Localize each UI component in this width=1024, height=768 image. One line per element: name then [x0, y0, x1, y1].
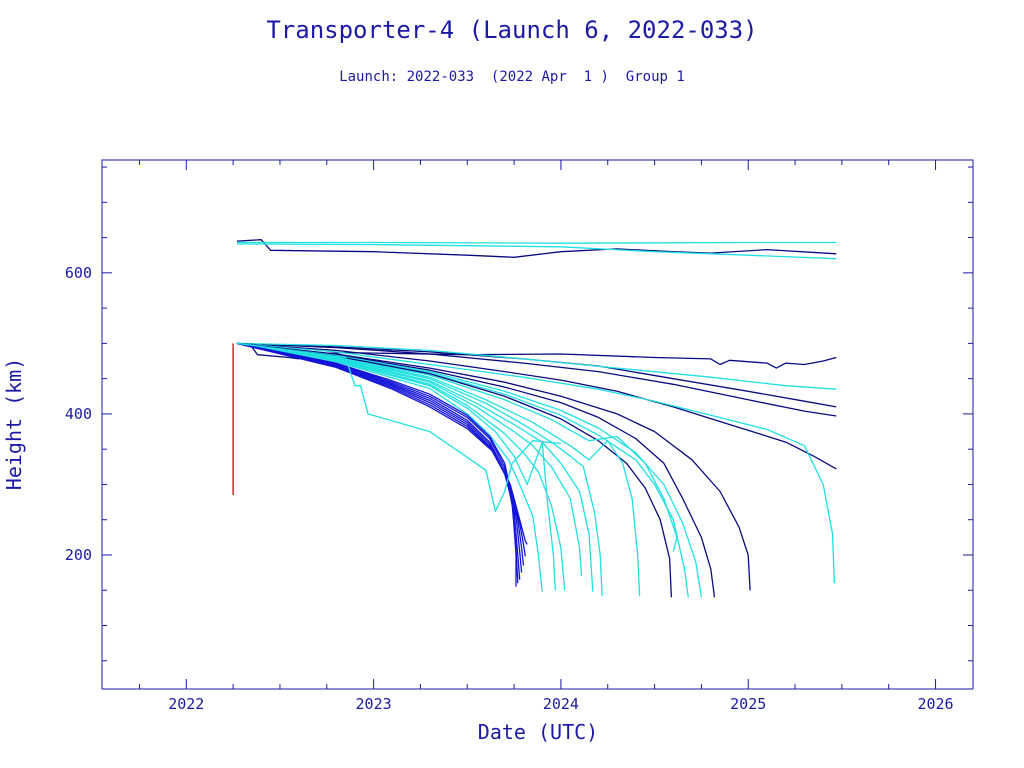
x-tick-label: 2023	[356, 695, 392, 713]
series-line	[236, 342, 543, 592]
data-series	[236, 239, 837, 598]
series-line	[236, 342, 751, 591]
x-tick-label: 2024	[543, 695, 579, 713]
series-line	[236, 241, 837, 244]
chart-title: Transporter-4 (Launch 6, 2022-033)	[266, 16, 757, 44]
axis-ticks	[102, 160, 973, 689]
series-line	[236, 239, 837, 258]
series-line	[236, 342, 594, 592]
tick-labels: 2022 2023 2024 2025 2026 200 400 600	[65, 264, 954, 713]
series-line	[236, 342, 673, 598]
series-line	[236, 342, 716, 598]
x-tick-label: 2022	[168, 695, 204, 713]
series-line	[236, 342, 521, 580]
x-tick-label: 2025	[730, 695, 766, 713]
series-line	[236, 342, 526, 557]
series-line	[236, 342, 641, 596]
series-line	[236, 342, 561, 512]
series-line	[236, 342, 689, 598]
series-line	[236, 342, 678, 552]
plot-area-frame	[101, 159, 974, 690]
chart-subtitle: Launch: 2022-033 (2022 Apr 1 ) Group 1	[339, 69, 685, 85]
y-axis-title: Height (km)	[2, 358, 26, 490]
series-line	[236, 342, 523, 573]
series-line	[236, 342, 528, 545]
series-line	[236, 342, 837, 417]
series-line	[236, 342, 566, 591]
series-line	[236, 342, 837, 390]
x-tick-label: 2026	[917, 695, 953, 713]
series-line	[236, 342, 525, 566]
series-line	[236, 342, 837, 369]
y-tick-label: 200	[65, 546, 92, 564]
series-line	[236, 342, 703, 598]
y-tick-label: 600	[65, 264, 92, 282]
series-line	[236, 243, 837, 260]
series-line	[236, 342, 837, 470]
series-line	[236, 342, 556, 591]
y-tick-label: 400	[65, 405, 92, 423]
series-line	[236, 342, 519, 584]
series-line	[236, 342, 583, 577]
series-line	[236, 342, 836, 584]
x-axis-title: Date (UTC)	[478, 720, 598, 744]
